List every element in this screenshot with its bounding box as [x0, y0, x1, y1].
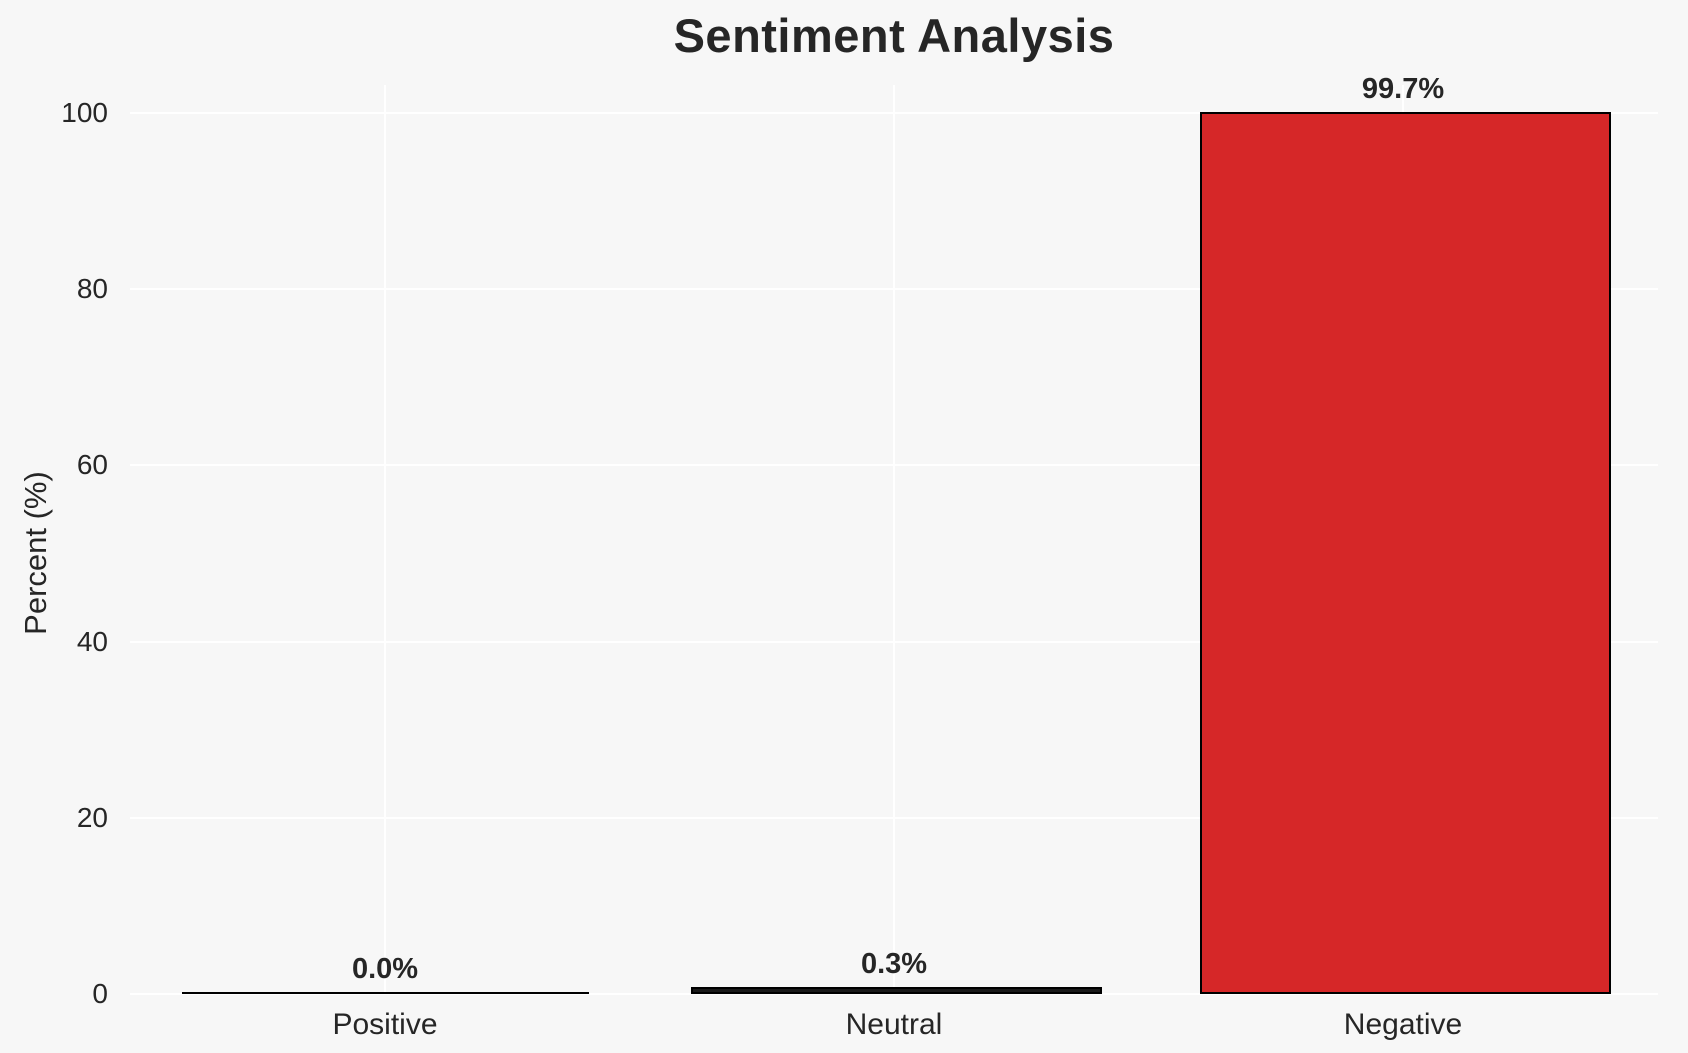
bar-neutral [690, 987, 1102, 994]
y-tick-label: 0 [92, 978, 108, 1009]
bar-positive [181, 992, 589, 994]
chart-title: Sentiment Analysis [673, 9, 1115, 62]
x-tick-label-neutral: Neutral [845, 1008, 943, 1041]
y-axis-label: Percent (%) [18, 471, 53, 635]
value-label: 99.7% [1361, 73, 1445, 105]
value-label: 0.0% [351, 953, 419, 985]
plot-area: 0.0% 0.3% 99.7% [130, 73, 1658, 995]
bar-negative [1199, 112, 1611, 994]
x-tick-label-negative: Negative [1343, 1008, 1463, 1041]
y-tick-label: 100 [61, 97, 108, 128]
gridline-v [384, 85, 386, 994]
y-tick-label: 20 [76, 801, 108, 833]
y-tick-label: 60 [76, 449, 108, 481]
gridline-v [893, 85, 895, 994]
y-tick-label: 80 [76, 273, 108, 305]
y-tick-label: 40 [76, 625, 108, 657]
value-label: 0.3% [860, 948, 928, 980]
gridline-h [130, 993, 1658, 995]
x-tick-label-positive: Positive [332, 1008, 438, 1041]
